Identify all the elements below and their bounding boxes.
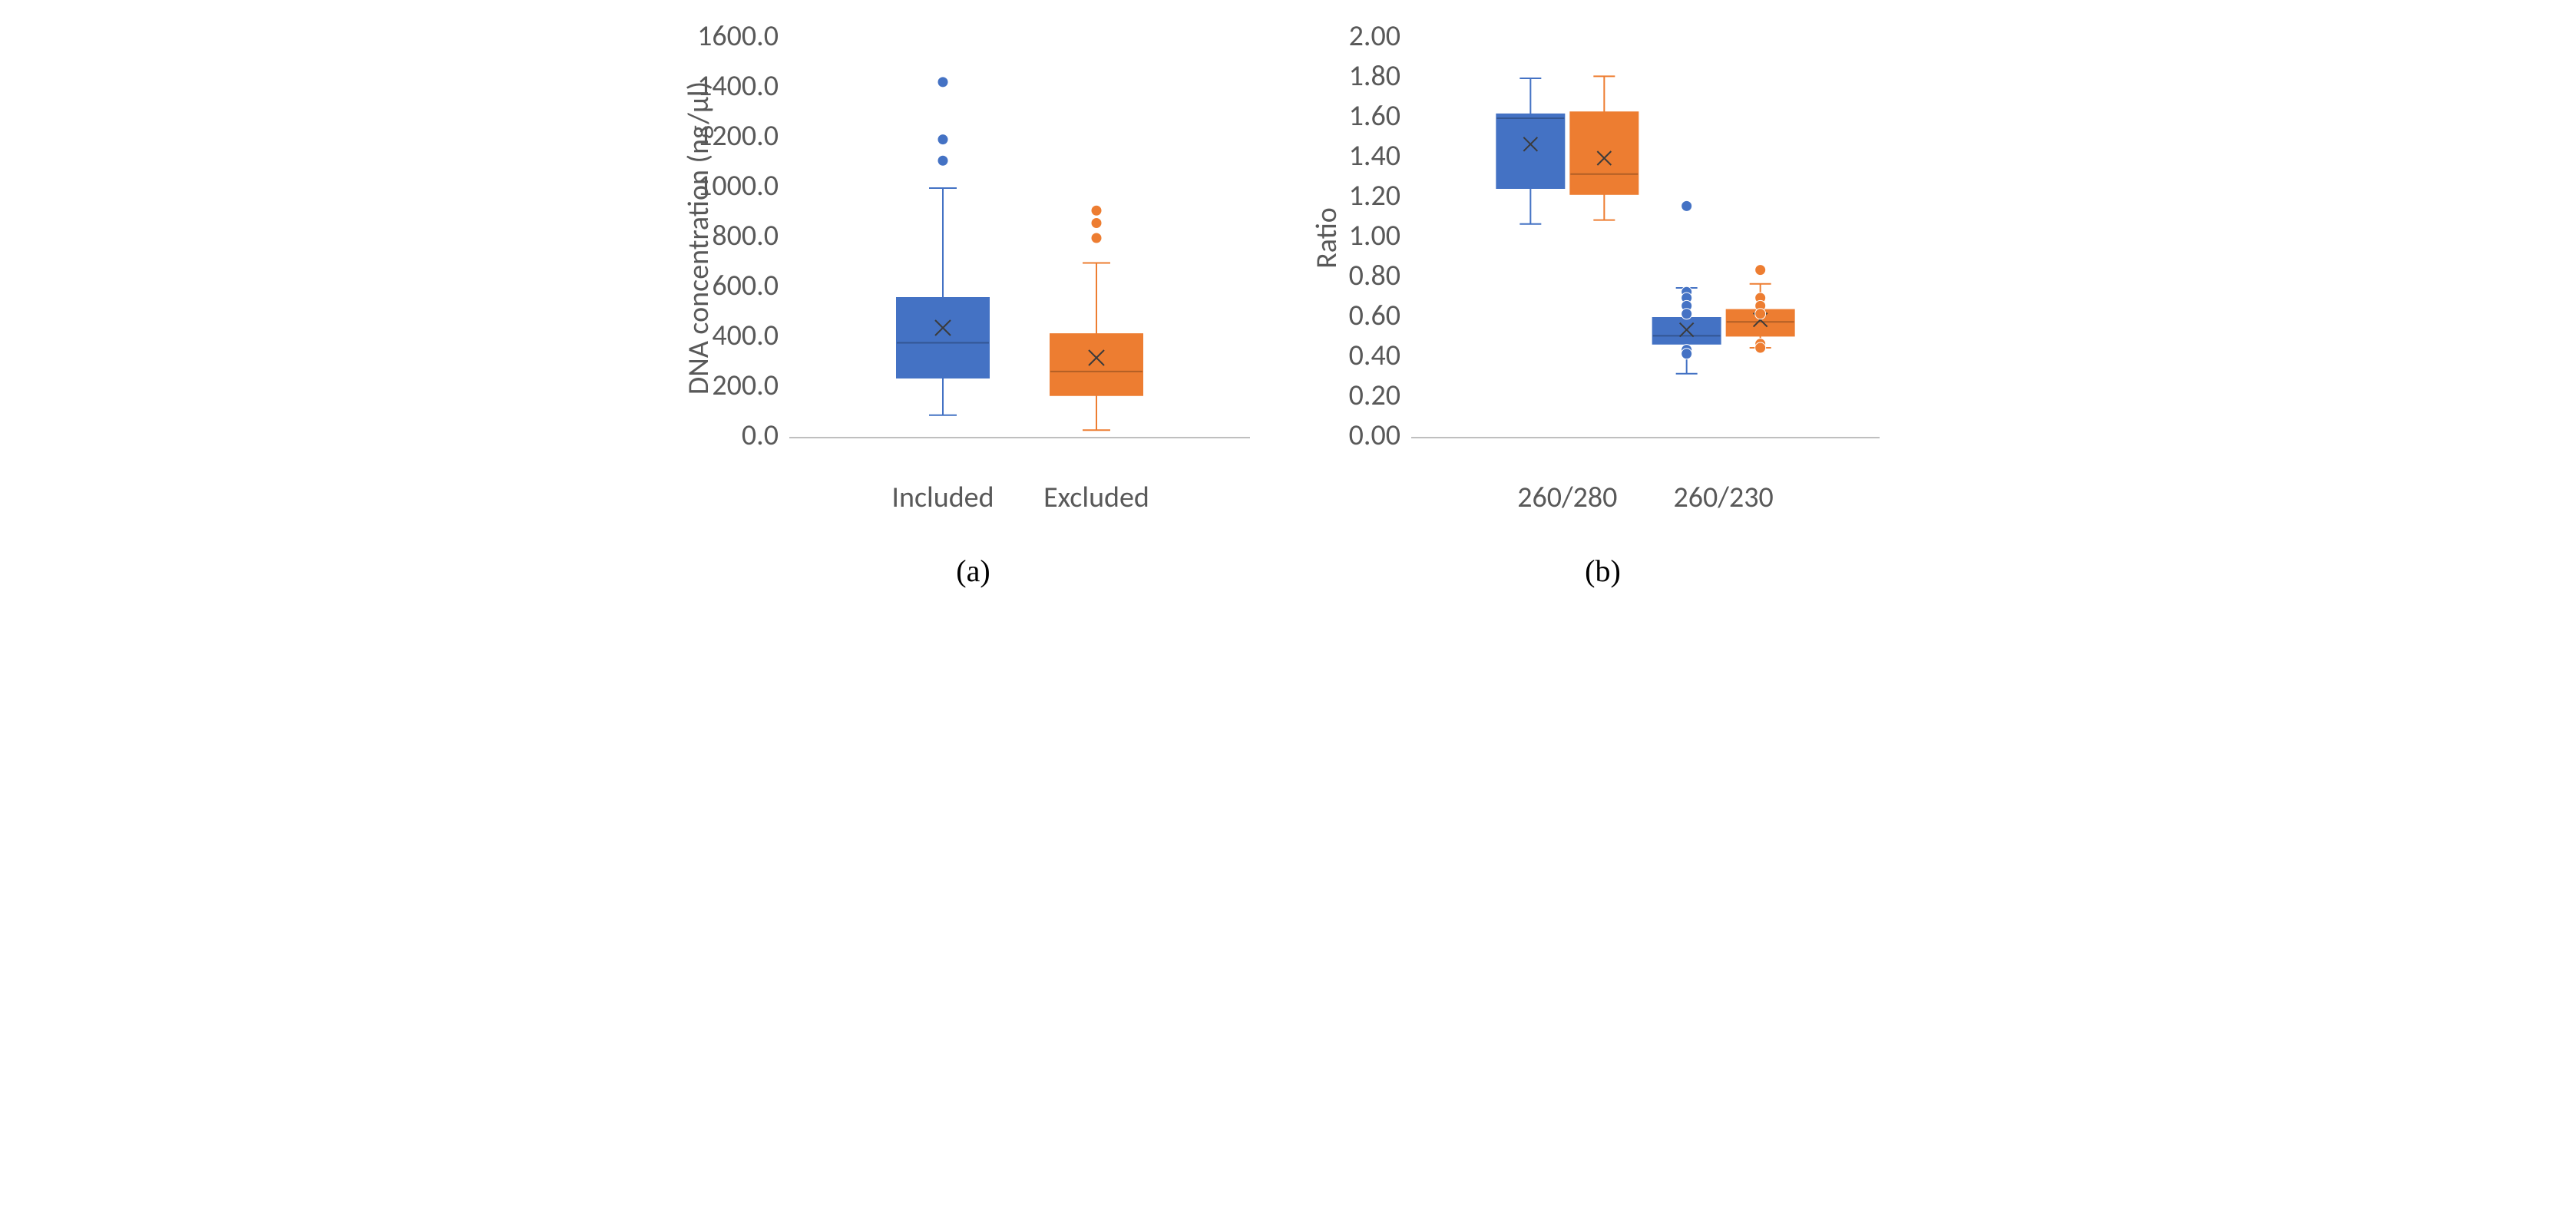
panel-a-caption: (a) bbox=[956, 553, 990, 589]
svg-text:0.80: 0.80 bbox=[1348, 258, 1400, 293]
svg-text:600.0: 600.0 bbox=[712, 268, 779, 303]
svg-text:0.20: 0.20 bbox=[1348, 378, 1400, 413]
chart-b: 0.00 0.20 0.40 0.60 0.80 1.00 1.20 1.40 1.60 1.80… bbox=[1311, 23, 1895, 514]
svg-text:0.00: 0.00 bbox=[1348, 418, 1400, 453]
panel-b-caption: (b) bbox=[1585, 553, 1621, 589]
figure-wrap: 0.0200.0400.0600.0800.01000.01200.01400.… bbox=[0, 0, 2576, 597]
svg-text:1.60: 1.60 bbox=[1348, 98, 1400, 134]
svg-text:1.00: 1.00 bbox=[1348, 218, 1400, 253]
svg-text:1.20: 1.20 bbox=[1348, 178, 1400, 213]
svg-text:1600.0: 1600.0 bbox=[697, 23, 779, 54]
svg-text:1.40: 1.40 bbox=[1348, 138, 1400, 174]
svg-text:2.00: 2.00 bbox=[1348, 23, 1400, 54]
svg-text:0.60: 0.60 bbox=[1348, 298, 1400, 333]
svg-text:0.0: 0.0 bbox=[741, 418, 778, 453]
chart-a: 0.0200.0400.0600.0800.01000.01200.01400.… bbox=[682, 23, 1265, 514]
svg-text:1.80: 1.80 bbox=[1348, 58, 1400, 94]
svg-text:Excluded: Excluded bbox=[1043, 480, 1149, 514]
svg-text:260/280: 260/280 bbox=[1517, 480, 1617, 514]
svg-text:400.0: 400.0 bbox=[712, 318, 779, 353]
svg-text:0.40: 0.40 bbox=[1348, 338, 1400, 373]
svg-text:200.0: 200.0 bbox=[712, 368, 779, 403]
svg-text:DNA concentration (ng/µl): DNA concentration (ng/µl) bbox=[682, 81, 716, 395]
svg-text:260/230: 260/230 bbox=[1673, 480, 1773, 514]
panel-b: 0.00 0.20 0.40 0.60 0.80 1.00 1.20 1.40 1.60 1.80… bbox=[1311, 23, 1895, 589]
svg-text:Included: Included bbox=[891, 480, 994, 514]
svg-text:Ratio: Ratio bbox=[1311, 207, 1344, 269]
svg-text:800.0: 800.0 bbox=[712, 218, 779, 253]
panel-a: 0.0200.0400.0600.0800.01000.01200.01400.… bbox=[682, 23, 1265, 589]
